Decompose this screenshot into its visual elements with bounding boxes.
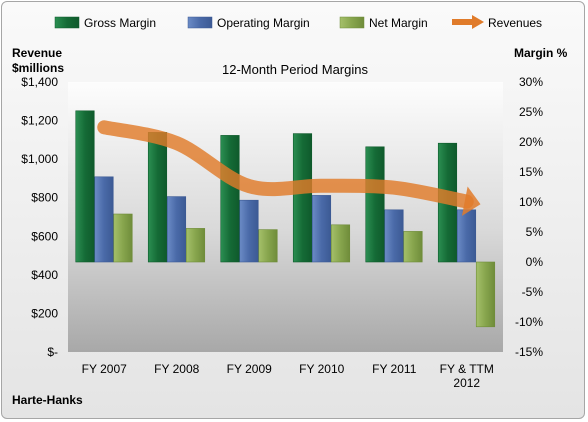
left-tick-label: $1,200 (21, 114, 58, 128)
right-tick-label: 25% (519, 105, 543, 119)
right-tick-label: 20% (519, 135, 543, 149)
legend: Gross Margin Operating Margin Net Margin… (54, 15, 542, 30)
left-tick-label: $200 (31, 306, 58, 320)
legend-label-revenues: Revenues (488, 16, 542, 30)
left-axis-label-line2: $millions (12, 61, 64, 75)
revenue-line (97, 120, 474, 209)
legend-swatch-gross-margin (54, 16, 80, 29)
left-tick-label: $1,400 (21, 75, 58, 89)
legend-label-net-margin: Net Margin (369, 16, 428, 30)
operating-margin-bar (94, 176, 114, 263)
legend-label-operating-margin: Operating Margin (217, 16, 310, 30)
right-tick-label: 0% (526, 255, 544, 269)
category-label: FY 2008 (154, 362, 199, 376)
category-label: FY 2011 (372, 362, 417, 376)
gross-margin-bar (365, 146, 385, 263)
left-tick-label: $400 (31, 268, 58, 282)
left-tick-label: $1,000 (21, 152, 58, 166)
right-tick-label: -10% (515, 315, 543, 329)
right-tick-label: 10% (519, 195, 543, 209)
net-margin-bar (113, 213, 133, 263)
right-tick-label: 5% (526, 225, 544, 239)
category-label: FY 2007 (82, 362, 127, 376)
bars-layer (75, 110, 496, 328)
operating-margin-bar (384, 209, 404, 263)
left-axis-label-line1: Revenue (12, 46, 62, 60)
plot-area (68, 82, 503, 352)
category-label: FY 2010 (299, 362, 344, 376)
net-margin-bar (258, 229, 278, 263)
operating-margin-bar (311, 195, 332, 263)
operating-margin-bar (239, 199, 259, 263)
category-labels: FY 2007 FY 2008 FY 2009 FY 2010 FY 2011 FY & … (82, 362, 494, 390)
category-label: 2012 (453, 376, 480, 390)
chart-title: 12-Month Period Margins (222, 62, 368, 77)
gross-margin-bar (220, 135, 240, 263)
category-label: FY 2009 (227, 362, 272, 376)
legend-label-gross-margin: Gross Margin (84, 16, 156, 30)
net-margin-bar (185, 228, 206, 263)
left-tick-label: $600 (31, 229, 58, 243)
operating-margin-bar (166, 196, 187, 263)
gross-margin-bar (292, 133, 313, 263)
right-axis-label: Margin % (514, 46, 568, 60)
category-label: FY & TTM (440, 362, 494, 376)
right-tick-label: -15% (515, 345, 543, 359)
right-tick-label: -5% (522, 285, 544, 299)
right-tick-label: 30% (519, 75, 543, 89)
revenue-line-layer (97, 120, 481, 216)
left-tick-label: $- (47, 345, 58, 359)
right-axis-ticks: -15% -10% -5% 0% 5% 10% 15% 20% 25% 30% (515, 75, 543, 359)
legend-swatch-operating-margin (187, 16, 213, 29)
left-axis-ticks: $- $200 $400 $600 $800 $1,000 $1,200 $1,400 (21, 75, 58, 359)
gross-margin-bar (147, 132, 168, 263)
operating-margin-bar (456, 209, 477, 263)
company-label: Harte-Hanks (12, 393, 83, 407)
legend-swatch-net-margin (339, 16, 365, 29)
revenue-arrowhead (461, 186, 481, 216)
net-margin-bar (330, 224, 351, 263)
right-tick-label: 15% (519, 165, 543, 179)
left-tick-label: $800 (31, 191, 58, 205)
gross-margin-bar (75, 110, 95, 263)
net-margin-bar (403, 231, 423, 263)
legend-swatch-revenues-arrow (472, 15, 484, 29)
net-margin-bar (475, 261, 496, 328)
